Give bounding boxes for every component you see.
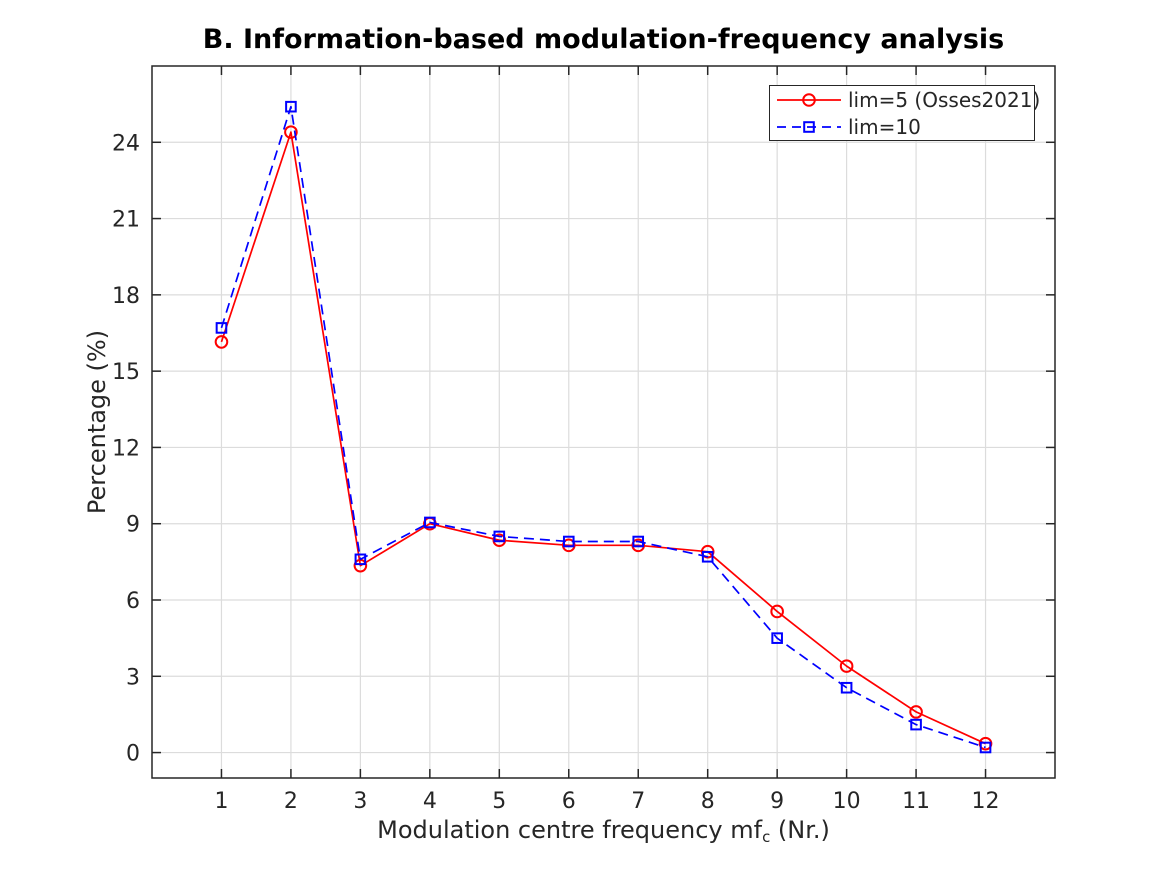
- chart-title: B. Information-based modulation-frequenc…: [202, 24, 1005, 55]
- x-tick-label: 9: [770, 789, 784, 814]
- data-marker-circle: [284, 125, 298, 139]
- legend-marker-circle-icon: [802, 92, 816, 107]
- x-tick-label: 11: [902, 789, 930, 814]
- data-marker-square: [840, 681, 853, 694]
- data-marker-square: [562, 535, 575, 548]
- x-tick-label: 8: [701, 789, 715, 814]
- x-tick-label: 4: [423, 789, 437, 814]
- x-tick-label: 5: [492, 789, 506, 814]
- x-axis-label-subscript: c: [762, 828, 771, 847]
- y-tick-label: 0: [126, 742, 140, 767]
- x-tick-label: 6: [562, 789, 576, 814]
- data-marker-square: [354, 553, 367, 566]
- x-tick-label: 10: [833, 789, 861, 814]
- y-tick-label: 6: [126, 589, 140, 614]
- x-tick-label: 7: [631, 789, 645, 814]
- legend-item-0: lim=5 (Osses2021): [770, 86, 1040, 113]
- x-tick-label: 12: [972, 789, 1000, 814]
- legend-label: lim=5 (Osses2021): [848, 87, 1041, 112]
- x-tick-label: 3: [353, 789, 367, 814]
- x-axis-label: Modulation centre frequency mfc (Nr.): [152, 816, 1055, 846]
- legend-item-1: lim=10: [770, 113, 1034, 140]
- data-marker-square: [701, 550, 714, 563]
- data-marker-square: [979, 741, 992, 754]
- legend-box: lim=5 (Osses2021) lim=10: [769, 85, 1040, 141]
- data-marker-square: [771, 632, 783, 644]
- x-tick-label: 1: [214, 789, 228, 814]
- data-marker-circle: [909, 705, 923, 719]
- data-marker-square: [910, 718, 922, 731]
- data-marker-square: [424, 516, 436, 529]
- y-tick-label: 21: [112, 208, 140, 233]
- data-marker-circle: [839, 659, 854, 673]
- data-marker-square: [632, 535, 645, 548]
- legend-marker-square-icon: [803, 120, 815, 133]
- y-tick-label: 18: [112, 284, 140, 309]
- series-line-1: [220, 105, 986, 749]
- data-marker-square: [493, 530, 506, 543]
- legend-label: lim=10: [848, 114, 921, 139]
- y-tick-label: 15: [112, 360, 140, 385]
- data-marker-square: [215, 322, 228, 334]
- y-axis-label: Percentage (%): [83, 329, 111, 515]
- x-tick-label: 2: [284, 789, 298, 814]
- legend-sample-dashed-line: [777, 120, 841, 133]
- data-marker-circle: [770, 604, 784, 619]
- axis-box: [151, 65, 1056, 779]
- data-marker-circle: [214, 335, 229, 349]
- series-line-0: [220, 131, 986, 745]
- x-axis-label-prefix: Modulation centre frequency mf: [377, 816, 763, 844]
- y-tick-label: 9: [126, 513, 140, 538]
- data-marker-square: [285, 100, 297, 113]
- y-tick-label: 3: [126, 665, 140, 690]
- legend-sample-solid-line: [777, 92, 841, 107]
- x-axis-label-suffix: (Nr.): [770, 816, 830, 844]
- y-tick-label: 12: [112, 436, 140, 461]
- y-tick-label: 24: [112, 131, 140, 156]
